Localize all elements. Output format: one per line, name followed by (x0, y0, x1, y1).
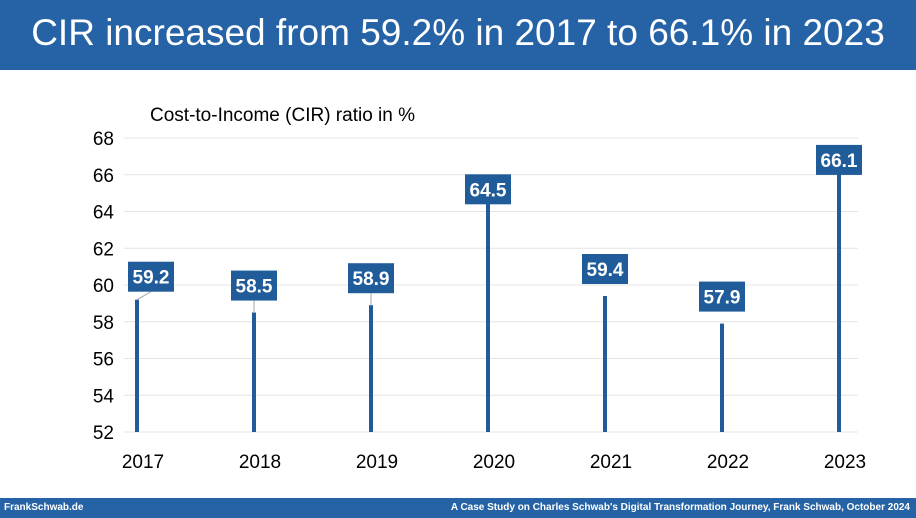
data-label: 66.1 (821, 151, 858, 172)
footer-source: FrankSchwab.de (4, 502, 84, 513)
bar-2021 (603, 296, 607, 432)
data-label-box (231, 270, 277, 301)
data-label: 58.5 (236, 277, 273, 298)
data-label: 64.5 (470, 180, 507, 201)
footer-bar: FrankSchwab.de A Case Study on Charles S… (0, 498, 916, 518)
x-tick-label: 2018 (239, 452, 281, 473)
y-tick-label: 56 (93, 350, 114, 371)
data-label-box (699, 281, 745, 312)
bar-2018 (252, 312, 256, 432)
x-tick-label: 2023 (824, 452, 866, 473)
y-tick-label: 68 (93, 129, 114, 150)
bar-2019 (369, 305, 373, 432)
x-tick-label: 2020 (473, 452, 515, 473)
x-tick-label: 2022 (707, 452, 749, 473)
y-tick-label: 60 (93, 276, 114, 297)
data-label-box (465, 174, 511, 205)
y-tick-label: 62 (93, 239, 114, 260)
footer-caption: A Case Study on Charles Schwab's Digital… (450, 502, 910, 513)
header-bar: CIR increased from 59.2% in 2017 to 66.1… (0, 0, 916, 70)
x-tick-label: 2021 (590, 452, 632, 473)
data-label-box (582, 254, 628, 285)
bar-2022 (720, 323, 724, 432)
data-label: 58.9 (353, 269, 390, 290)
y-tick-label: 52 (93, 423, 114, 444)
bar-2017 (135, 299, 139, 432)
data-label-box (816, 144, 862, 175)
data-label: 59.2 (133, 268, 170, 289)
chart-title: Cost-to-Income (CIR) ratio in % (150, 105, 415, 126)
page-title: CIR increased from 59.2% in 2017 to 66.1… (31, 12, 885, 53)
data-label-box (348, 263, 394, 294)
bar-2020 (486, 202, 490, 432)
label-leader (136, 291, 152, 301)
y-tick-label: 54 (93, 386, 115, 407)
y-tick-label: 64 (93, 203, 115, 224)
data-label: 57.9 (704, 288, 741, 309)
x-tick-label: 2019 (356, 452, 398, 473)
cir-chart: Cost-to-Income (CIR) ratio in % 52 54 56 58… (93, 105, 866, 473)
data-label-box (128, 261, 174, 292)
data-label: 59.4 (587, 260, 624, 281)
y-tick-label: 58 (93, 313, 114, 334)
x-tick-label: 2017 (122, 452, 164, 473)
y-tick-label: 66 (93, 166, 114, 187)
bar-2023 (837, 172, 841, 432)
